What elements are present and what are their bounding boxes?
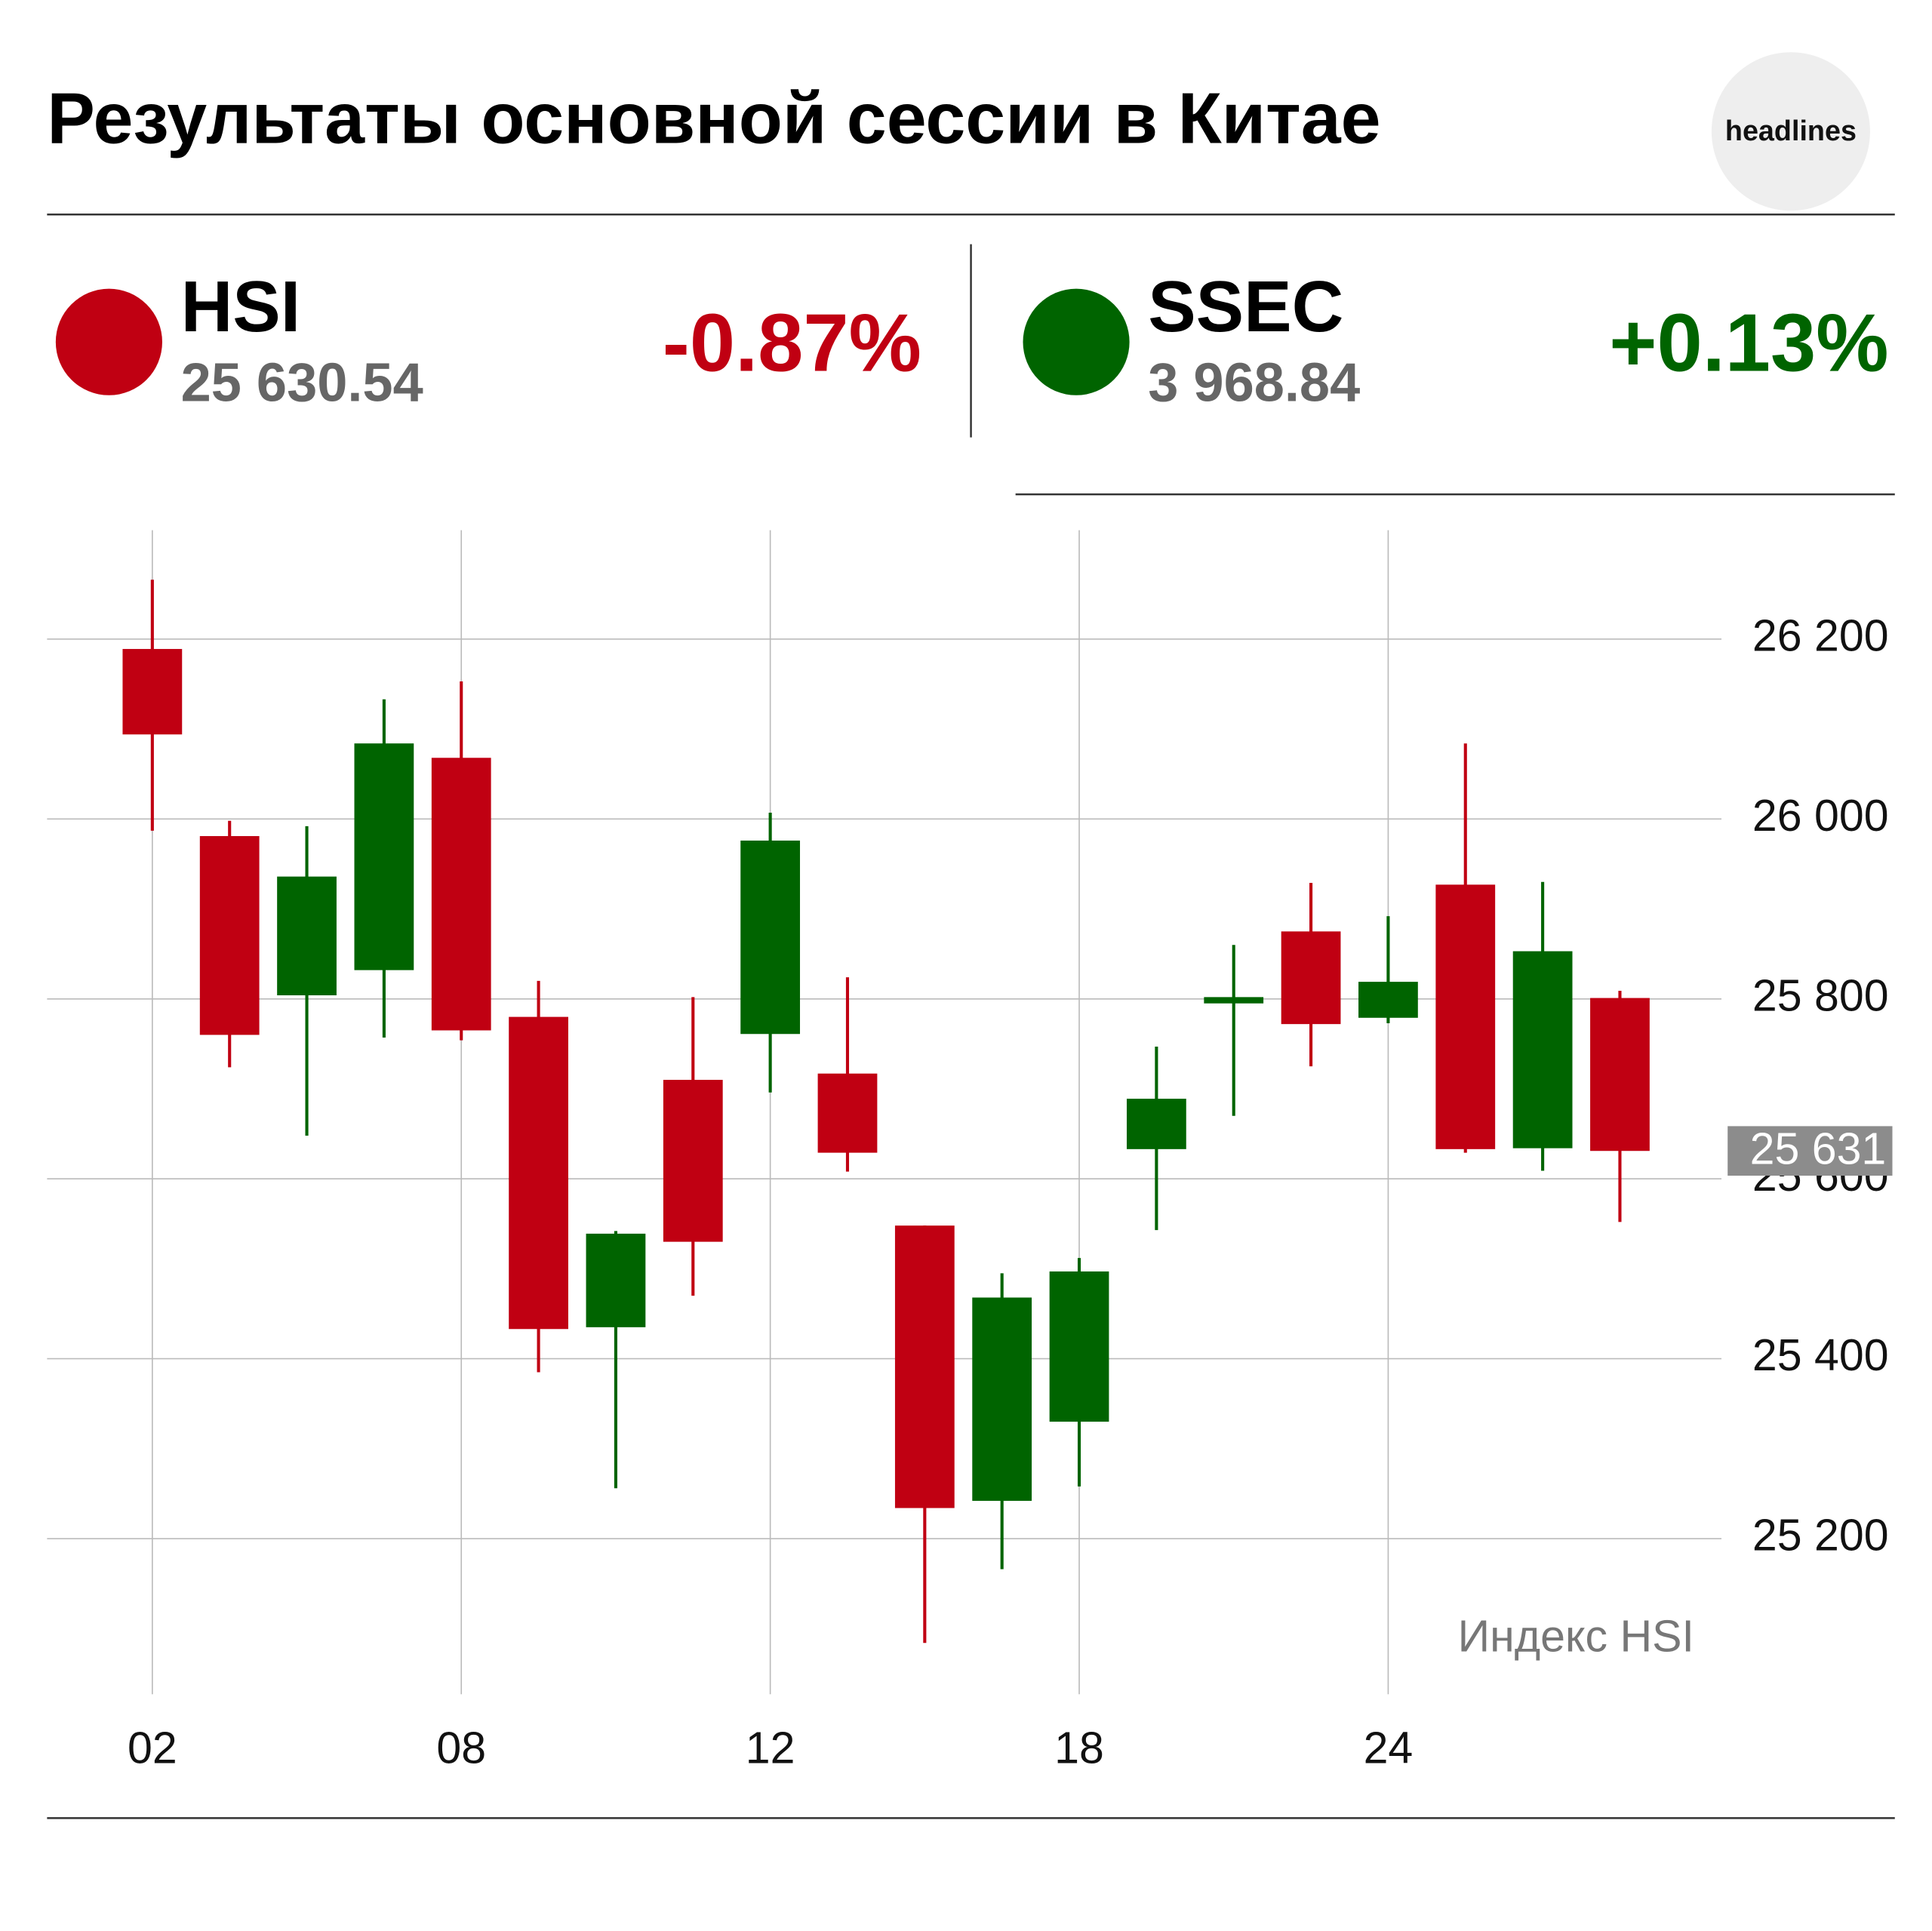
y-tick-label: 25 200 [1752,1511,1889,1560]
candle-body [431,758,491,1031]
x-tick-label: 08 [436,1723,486,1773]
index-name: SSEC [1148,267,1343,347]
x-tick-label: 18 [1054,1723,1104,1773]
candle-body [1358,982,1418,1018]
candle-body [1126,1099,1186,1149]
index-change: -0.87% [663,297,921,389]
candle-body [1281,931,1341,1025]
candle-body [1435,884,1496,1149]
x-tick-label: 24 [1364,1723,1414,1773]
logo-badge [1711,52,1870,211]
title: Результаты основной сессии в Китае [47,79,1380,159]
x-tick-label: 02 [128,1723,177,1773]
candle-body [894,1225,955,1508]
candle-body [817,1073,878,1153]
logo: headlines [1725,115,1857,146]
index-value: 3 968.84 [1148,352,1360,413]
candle-body [122,649,183,735]
y-tick-label: 26 200 [1752,611,1889,661]
index-name: HSI [181,267,301,347]
last-price-label: 25 631 [1750,1124,1887,1173]
x-tick-label: 12 [746,1723,795,1773]
candle-body [1204,997,1264,1004]
index-value: 25 630.54 [181,352,423,413]
annotation: Индекс HSI [1458,1612,1694,1662]
index-change: +0.13% [1609,297,1888,389]
index-marker [1023,288,1130,395]
y-tick-label: 25 800 [1752,970,1889,1020]
y-tick-label: 26 000 [1752,791,1889,841]
last-price-box [1727,1126,1893,1176]
candle-body [740,840,801,1035]
candle-body [1512,951,1573,1148]
candle-body [199,835,260,1035]
candle-body [663,1080,723,1242]
index-marker [55,288,162,395]
candle-body [509,1016,568,1330]
candle-body [972,1297,1032,1501]
candle-body [586,1233,646,1327]
candle-body [277,876,337,995]
candle-body [354,743,414,970]
candle-body [1590,998,1650,1152]
y-tick-label: 25 400 [1752,1330,1889,1380]
candle-body [1049,1271,1109,1422]
